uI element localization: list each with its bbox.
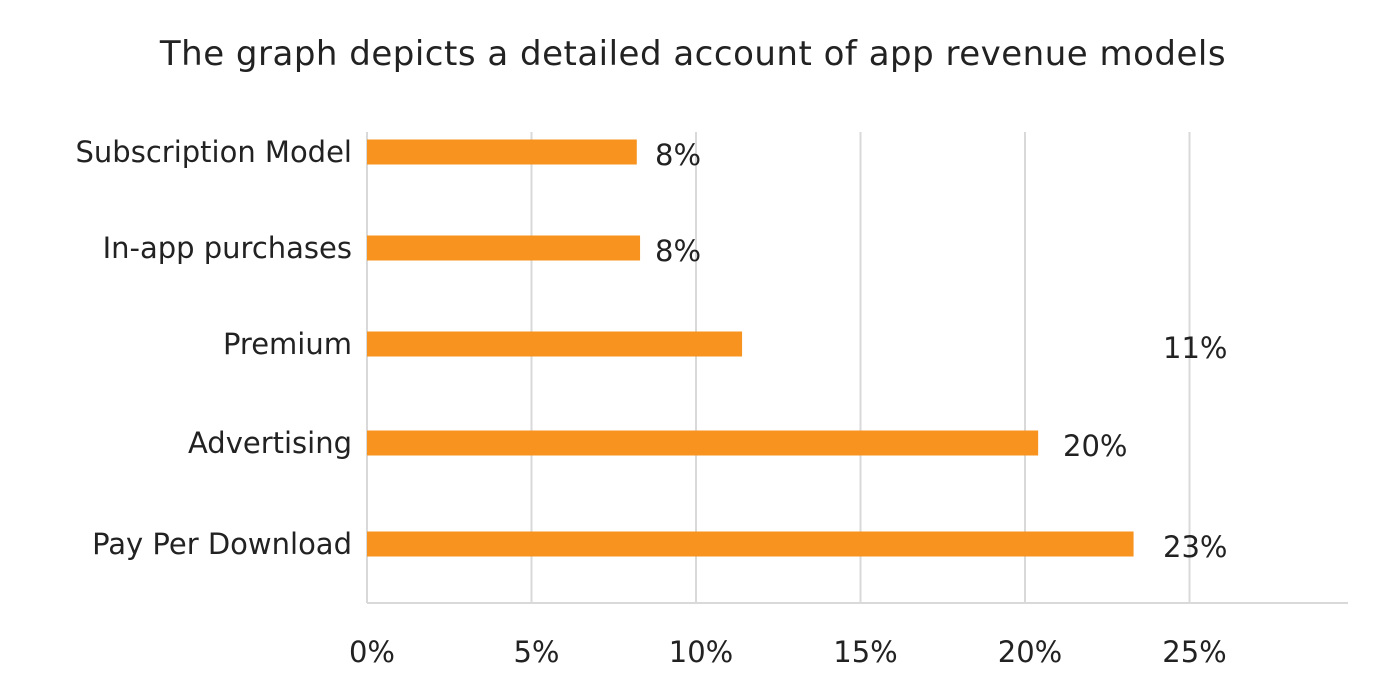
bar bbox=[367, 531, 1134, 557]
data-label: 23% bbox=[1163, 530, 1227, 564]
x-tick-label: 0% bbox=[349, 635, 395, 669]
chart-title: The graph depicts a detailed account of … bbox=[159, 34, 1227, 74]
data-label: 8% bbox=[655, 138, 701, 172]
data-label: 20% bbox=[1063, 429, 1127, 463]
bar bbox=[367, 430, 1039, 456]
bar bbox=[367, 331, 743, 357]
x-tick-label: 25% bbox=[1162, 635, 1226, 669]
data-label: 8% bbox=[655, 234, 701, 268]
bar bbox=[367, 139, 637, 165]
x-tick-label: 10% bbox=[669, 635, 733, 669]
data-label: 11% bbox=[1163, 331, 1227, 365]
category-label: Premium bbox=[223, 327, 352, 361]
x-tick-label: 5% bbox=[513, 635, 559, 669]
x-tick-label: 20% bbox=[998, 635, 1062, 669]
category-label: Advertising bbox=[188, 426, 352, 460]
category-label: In-app purchases bbox=[103, 231, 352, 265]
x-tick-label: 15% bbox=[833, 635, 897, 669]
category-label: Pay Per Download bbox=[92, 527, 352, 561]
bar bbox=[367, 235, 641, 261]
category-label: Subscription Model bbox=[76, 135, 352, 169]
